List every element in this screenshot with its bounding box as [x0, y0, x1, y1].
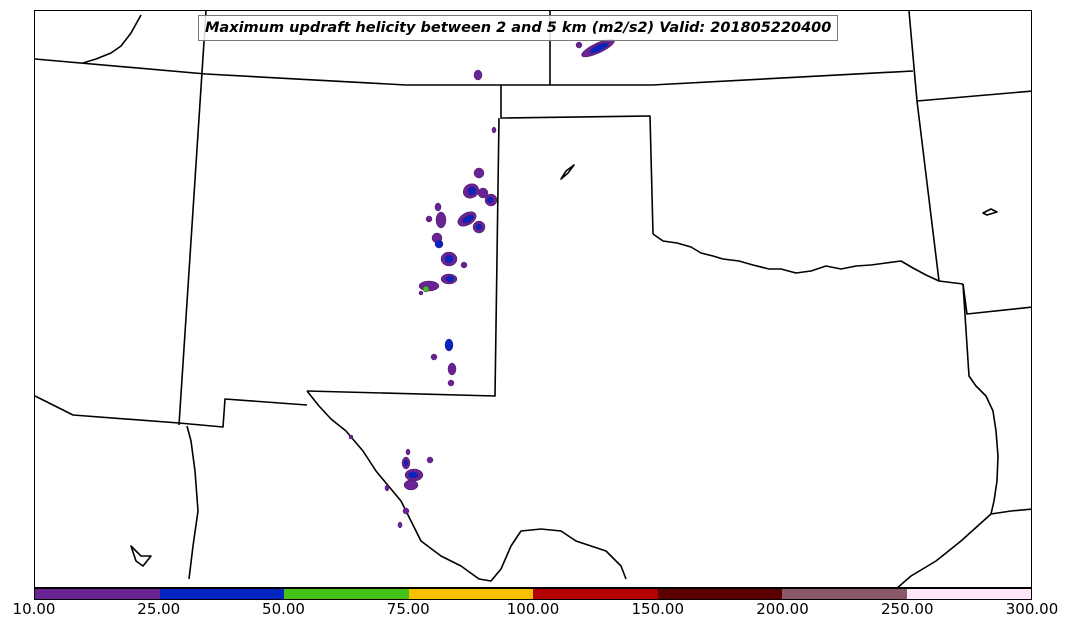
- helicity-cell: [402, 507, 410, 515]
- state-border-az-nm: [35, 395, 308, 428]
- helicity-cell: [447, 362, 457, 376]
- helicity-cell: [403, 459, 409, 467]
- state-border-tx-south: [306, 390, 627, 582]
- state-border-west-vertical: [178, 11, 207, 426]
- state-border-mexico-west: [186, 425, 199, 580]
- helicity-cell: [491, 126, 497, 134]
- helicity-cell: [407, 471, 419, 479]
- colorbar-segment: [906, 589, 1031, 599]
- helicity-cell: [445, 275, 455, 283]
- colorbar-segment: [657, 589, 782, 599]
- helicity-cell: [397, 521, 403, 529]
- helicity-cell: [418, 290, 424, 296]
- lake-1: [560, 164, 575, 180]
- colorbar-tick-label: 75.00: [386, 600, 430, 618]
- state-border-east-vertical: [908, 11, 940, 282]
- helicity-cell: [575, 41, 583, 49]
- colorbar-tick-label: 100.00: [506, 600, 560, 618]
- helicity-cell: [460, 261, 468, 269]
- helicity-cell: [426, 456, 434, 464]
- state-border-northeast: [916, 90, 1031, 102]
- helicity-cell: [462, 214, 474, 224]
- colorbar-segment: [782, 589, 907, 599]
- colorbar-tick-label: 50.00: [262, 600, 305, 618]
- state-border-nm-east: [500, 85, 654, 235]
- colorbar-tick-label: 25.00: [137, 600, 181, 618]
- colorbar-segment: [35, 589, 160, 599]
- helicity-cell: [467, 186, 477, 196]
- northwest-coast: [82, 14, 142, 64]
- helicity-cell: [475, 223, 483, 231]
- map-title: Maximum updraft helicity between 2 and 5…: [198, 15, 839, 41]
- helicity-cell: [444, 254, 454, 264]
- helicity-cell: [434, 202, 442, 212]
- colorbar-tick-label: 250.00: [881, 600, 934, 618]
- state-border-ok-ar: [962, 283, 1031, 315]
- colorbar-tick-label: 300.00: [1005, 600, 1059, 618]
- helicity-cell: [405, 448, 411, 456]
- helicity-cell: [435, 211, 447, 229]
- colorbar-tick-label: 10.00: [12, 600, 56, 618]
- coastline-gulf: [897, 508, 1031, 587]
- colorbar-tick-label: 150.00: [631, 600, 685, 618]
- helicity-cell: [473, 167, 485, 179]
- colorbar-ticks: 10.00 25.00 50.00 75.00 100.00 150.00 200.00 25…: [0, 600, 1070, 630]
- colorbar-segment: [159, 589, 284, 599]
- lake-3: [130, 545, 152, 567]
- map-frame[interactable]: [34, 10, 1032, 588]
- helicity-cell: [473, 69, 483, 81]
- helicity-cell: [422, 285, 430, 293]
- helicity-cell: [425, 215, 433, 223]
- helicity-cell: [384, 484, 390, 492]
- state-border-nm-tx: [306, 117, 500, 397]
- colorbar-tick-label: 200.00: [756, 600, 809, 618]
- helicity-cell: [403, 479, 419, 491]
- helicity-cell: [444, 338, 454, 352]
- state-border-tx-la: [962, 283, 999, 515]
- lake-2: [982, 208, 998, 216]
- colorbar-segment: [284, 589, 409, 599]
- helicity-cell: [486, 196, 494, 204]
- helicity-cell: [348, 434, 354, 440]
- helicity-cell: [430, 353, 438, 361]
- colorbar: [34, 588, 1032, 600]
- state-border-red-river: [652, 233, 964, 285]
- colorbar-segment: [533, 589, 658, 599]
- helicity-cell: [589, 42, 609, 54]
- helicity-cell: [434, 239, 444, 249]
- state-border-north-1: [35, 58, 914, 86]
- colorbar-segment: [408, 589, 533, 599]
- helicity-cell: [447, 379, 455, 387]
- map-canvas[interactable]: [35, 11, 1032, 588]
- helicity-cells: [348, 38, 615, 529]
